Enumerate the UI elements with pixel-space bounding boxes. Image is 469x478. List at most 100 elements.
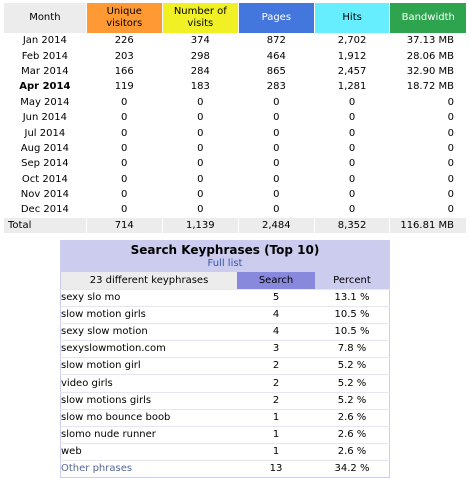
- other-phrases-label: Other phrases: [60, 459, 237, 478]
- bandwidth-cell: 0: [447, 158, 454, 170]
- table-row: Sep 2014 0 0 0 0 0: [4, 156, 466, 171]
- pages-cell: 872: [266, 35, 286, 47]
- month-cell: Apr 2014: [19, 81, 71, 93]
- keyphrase-cell: slow motion girl: [60, 357, 237, 375]
- visits-cell: 0: [197, 189, 204, 201]
- table-row: Nov 2014 0 0 0 0 0: [4, 187, 466, 202]
- unique-visitors-cell: 0: [121, 96, 128, 108]
- table-row: Feb 2014 203 298 464 1,912 28.06 MB: [4, 48, 466, 63]
- header-month: Month: [4, 3, 86, 33]
- month-cell: Jun 2014: [22, 112, 67, 124]
- month-cell: Nov 2014: [20, 189, 69, 201]
- percent-cell: 10.5 %: [315, 323, 390, 341]
- visits-cell: 0: [197, 204, 204, 216]
- percent-cell: 2.6 %: [315, 425, 390, 444]
- percent-cell: 2.6 %: [315, 408, 390, 427]
- header-bandwidth: Bandwidth: [390, 3, 466, 33]
- percent-cell: 10.5 %: [315, 306, 390, 324]
- hits-cell: 0: [348, 112, 356, 124]
- unique-visitors-cell: 0: [121, 142, 128, 154]
- monthly-header-row: Month Unique visitors Number of visits P…: [4, 3, 466, 33]
- visits-cell: 183: [190, 81, 210, 93]
- table-row: slow motion girls 4 10.5 %: [60, 306, 390, 324]
- percent-cell: 7.8 %: [315, 340, 390, 358]
- pages-cell: 464: [266, 50, 286, 62]
- bandwidth-cell: 0: [447, 189, 454, 201]
- hits-cell: 0: [348, 189, 356, 201]
- pages-cell: 283: [266, 81, 286, 93]
- visits-cell: 284: [190, 65, 210, 77]
- bandwidth-cell: 32.90 MB: [406, 65, 454, 77]
- unique-visitors-cell: 0: [121, 173, 128, 185]
- table-row: Jul 2014 0 0 0 0 0: [4, 125, 466, 140]
- percent-cell: 13.1 %: [315, 288, 390, 307]
- total-pages: 2,484: [238, 217, 314, 233]
- percent-cell: 5.2 %: [315, 357, 390, 375]
- bandwidth-cell: 0: [447, 96, 454, 108]
- month-cell: Feb 2014: [21, 50, 69, 62]
- total-hits: 8,352: [314, 217, 390, 233]
- bandwidth-cell: 0: [447, 142, 454, 154]
- monthly-history-table: Month Unique visitors Number of visits P…: [3, 3, 467, 233]
- keyphrase-cell: slomo nude runner: [60, 425, 237, 444]
- percent-cell: 2.6 %: [315, 442, 390, 461]
- unique-visitors-cell: 0: [121, 189, 128, 201]
- percent-cell: 5.2 %: [315, 374, 390, 393]
- visits-cell: 0: [197, 112, 204, 124]
- month-cell: Sep 2014: [21, 158, 69, 170]
- hits-cell: 2,702: [337, 35, 367, 47]
- unique-visitors-cell: 0: [121, 127, 128, 139]
- unique-visitors-cell: 226: [114, 35, 134, 47]
- month-cell: Oct 2014: [21, 173, 68, 185]
- table-row: Jan 2014 226 374 872 2,702 37.13 MB: [4, 33, 466, 48]
- unique-visitors-cell: 119: [114, 81, 134, 93]
- keyphrases-header-row: 23 different keyphrases Search Percent: [60, 271, 390, 290]
- table-row: sexy slow motion 4 10.5 %: [60, 323, 390, 341]
- search-count-cell: 4: [237, 323, 315, 341]
- search-count-cell: 4: [237, 306, 315, 324]
- search-count-cell: 1: [237, 408, 315, 427]
- pages-cell: 0: [273, 173, 280, 185]
- bandwidth-cell: 0: [447, 204, 454, 216]
- table-row: slomo nude runner 1 2.6 %: [60, 425, 390, 444]
- unique-visitors-cell: 166: [114, 65, 134, 77]
- total-label: Total: [4, 217, 86, 233]
- keyphrase-cell: slow motion girls: [60, 306, 237, 324]
- keyphrases-header: Search Keyphrases (Top 10) Full list: [60, 240, 390, 271]
- table-row: web 1 2.6 %: [60, 442, 390, 461]
- search-keyphrases-panel: Search Keyphrases (Top 10) Full list 23 …: [60, 240, 390, 478]
- table-row-current-month: Apr 2014 119 183 283 1,281 18.72 MB: [4, 79, 466, 94]
- hits-cell: 0: [348, 142, 356, 154]
- hits-cell: 0: [348, 204, 356, 216]
- total-bandwidth: 116.81 MB: [390, 217, 466, 233]
- table-row: May 2014 0 0 0 0 0: [4, 95, 466, 110]
- header-pages: Pages: [238, 3, 314, 33]
- search-count-cell: 2: [237, 391, 315, 410]
- header-unique-visitors: Unique visitors: [86, 3, 162, 33]
- search-count-cell: 5: [237, 288, 315, 307]
- header-hits: Hits: [314, 3, 390, 33]
- visits-cell: 0: [197, 173, 204, 185]
- table-row: slow mo bounce boob 1 2.6 %: [60, 408, 390, 427]
- pages-cell: 0: [273, 112, 280, 124]
- keyphrases-title: Search Keyphrases (Top 10): [130, 243, 320, 257]
- bandwidth-cell: 0: [447, 112, 454, 124]
- bandwidth-cell: 0: [447, 173, 454, 185]
- table-row: slow motions girls 2 5.2 %: [60, 391, 390, 410]
- unique-visitors-cell: 0: [121, 158, 128, 170]
- other-percent: 34.2 %: [315, 459, 390, 478]
- unique-visitors-cell: 0: [121, 112, 128, 124]
- pages-cell: 0: [273, 189, 280, 201]
- keyphrase-cell: slow motions girls: [60, 391, 237, 410]
- table-row: sexy slo mo 5 13.1 %: [60, 288, 390, 307]
- table-row: Jun 2014 0 0 0 0 0: [4, 110, 466, 125]
- full-list-link[interactable]: Full list: [207, 258, 243, 269]
- hits-cell: 0: [348, 96, 356, 108]
- hits-cell: 1,281: [337, 81, 367, 93]
- percent-cell: 5.2 %: [315, 391, 390, 410]
- visits-cell: 0: [197, 158, 204, 170]
- total-unique-visitors: 714: [86, 217, 162, 233]
- visits-cell: 374: [190, 35, 210, 47]
- pages-cell: 0: [273, 142, 280, 154]
- pages-cell: 0: [273, 204, 280, 216]
